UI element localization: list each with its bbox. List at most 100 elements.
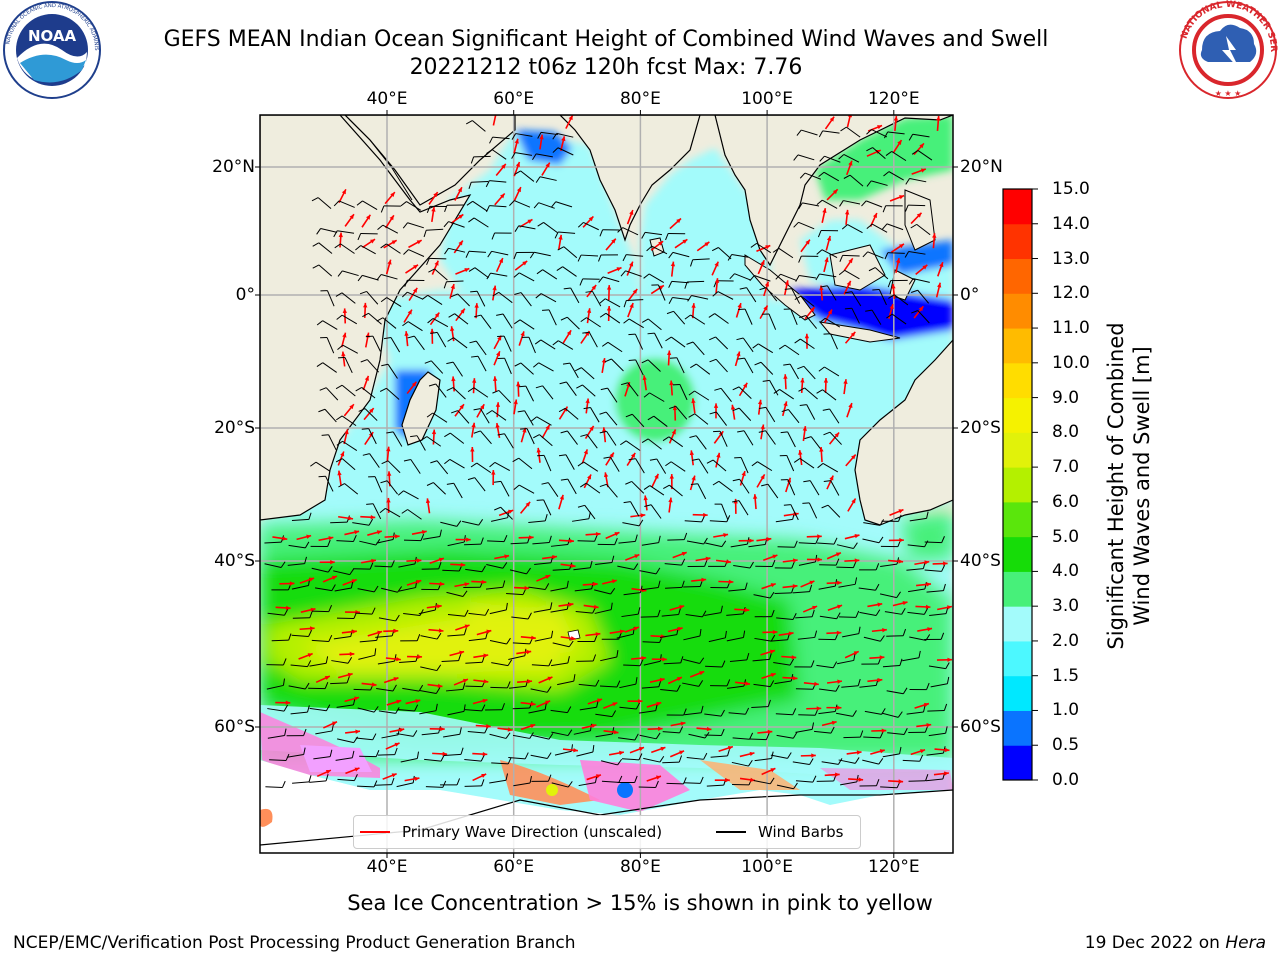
wind-barb — [619, 706, 637, 710]
wind-barb-flag — [374, 648, 377, 656]
wind-barb — [489, 180, 507, 183]
legend-item-wave-direction: Primary Wave Direction (unscaled) — [360, 823, 662, 841]
wind-barb — [573, 567, 591, 571]
wind-barb-flag — [911, 310, 918, 314]
wind-barb-flag — [368, 518, 374, 526]
wind-barb-flag — [362, 453, 370, 456]
wind-barb-flag — [386, 431, 394, 434]
wind-barb-flag — [505, 602, 508, 610]
wind-barb — [374, 476, 383, 493]
wind-barb — [698, 458, 709, 474]
wind-barb — [309, 707, 327, 712]
wave-arrow-head — [705, 556, 711, 561]
wave-arrow-head — [819, 447, 824, 452]
wind-barb-flag — [902, 628, 907, 636]
wave-arrow-head — [566, 330, 572, 336]
wind-barb — [709, 520, 727, 523]
wave-arrow-head — [369, 408, 374, 413]
wind-barb — [773, 662, 791, 666]
wind-barb-flag — [773, 389, 780, 394]
wind-barb-flag — [592, 654, 597, 662]
wind-barb-flag — [426, 412, 434, 418]
wave-arrow-head — [766, 537, 772, 542]
wind-barb-flag — [704, 559, 708, 567]
wind-barb — [908, 588, 925, 593]
wind-barb — [586, 434, 598, 449]
wind-barb — [511, 616, 529, 620]
wind-barb — [641, 686, 659, 689]
wind-barb — [930, 683, 948, 688]
wind-barb — [744, 357, 754, 374]
wind-barb — [342, 440, 358, 451]
wind-barb — [550, 608, 568, 613]
wind-barb — [730, 543, 748, 548]
wind-barb-flag — [866, 129, 872, 135]
wind-barb-flag — [419, 609, 424, 616]
wind-barb — [342, 270, 359, 277]
wind-barb-flag — [750, 242, 757, 248]
wind-barb-flag — [492, 291, 500, 297]
wave-arrow-head — [391, 240, 397, 245]
colorbar-cell — [1003, 675, 1032, 711]
wind-barb — [656, 458, 667, 474]
wind-barb — [842, 254, 860, 257]
wind-barb — [752, 658, 770, 662]
wind-barb — [609, 456, 620, 472]
wind-barb-flag — [311, 197, 319, 202]
wind-barb — [520, 362, 534, 375]
wind-barb-flag — [823, 480, 831, 483]
wind-barb-flag — [513, 484, 520, 490]
wave-arrow-head — [660, 746, 666, 751]
wave-arrow-head — [639, 746, 644, 752]
wind-barb-flag — [284, 728, 287, 736]
wave-arrow-head — [923, 702, 929, 708]
wind-barb — [775, 713, 793, 716]
wind-barb — [322, 320, 338, 330]
wind-barb — [775, 518, 793, 523]
wind-barb — [342, 344, 358, 354]
wind-barb-flag — [414, 704, 419, 712]
wind-barb — [626, 299, 644, 302]
colorbar-tick-label: 0.5 — [1052, 735, 1080, 756]
wind-barb — [538, 202, 555, 209]
wave-arrow-head — [844, 209, 850, 215]
wind-barb-flag — [574, 367, 582, 372]
wind-barb — [924, 569, 942, 572]
wind-barb-flag — [562, 362, 571, 365]
wind-barb-flag — [464, 609, 469, 617]
colorbar-tick-label: 12.0 — [1052, 283, 1090, 304]
wind-barb-flag — [617, 758, 623, 766]
wind-barb-flag — [875, 583, 880, 591]
wind-barb-flag — [772, 247, 780, 253]
wind-barb-flag — [919, 754, 924, 762]
wave-arrow-head — [669, 380, 674, 386]
wave-arrow-head — [798, 450, 803, 455]
wind-barb — [731, 761, 749, 767]
wave-arrow-head — [944, 771, 949, 776]
wind-barb — [468, 250, 486, 253]
wind-barb-flag — [799, 404, 807, 406]
wind-barb — [536, 416, 552, 426]
wind-barb-flag — [548, 535, 552, 543]
wind-barb — [489, 733, 507, 739]
wind-barb — [847, 224, 863, 234]
wind-barb-flag — [657, 609, 661, 617]
wind-barb — [653, 415, 668, 427]
wind-barb — [480, 430, 492, 445]
wind-barb — [818, 710, 836, 715]
wind-barb — [909, 636, 927, 641]
wind-barb-flag — [582, 331, 590, 334]
wind-barb-flag — [700, 705, 704, 713]
wind-barb — [542, 269, 558, 280]
wind-barb-flag — [644, 504, 652, 507]
wind-barb — [489, 609, 507, 615]
wave-arrow-head — [340, 451, 345, 457]
wind-barb — [731, 254, 749, 258]
wave-arrow-head — [363, 302, 368, 308]
wind-barb-flag — [853, 542, 858, 549]
wind-barb-flag — [424, 360, 432, 364]
wind-barb — [797, 154, 815, 161]
wind-barb — [465, 661, 483, 664]
wind-barb-flag — [885, 151, 892, 156]
wind-barb-flag — [709, 336, 716, 341]
